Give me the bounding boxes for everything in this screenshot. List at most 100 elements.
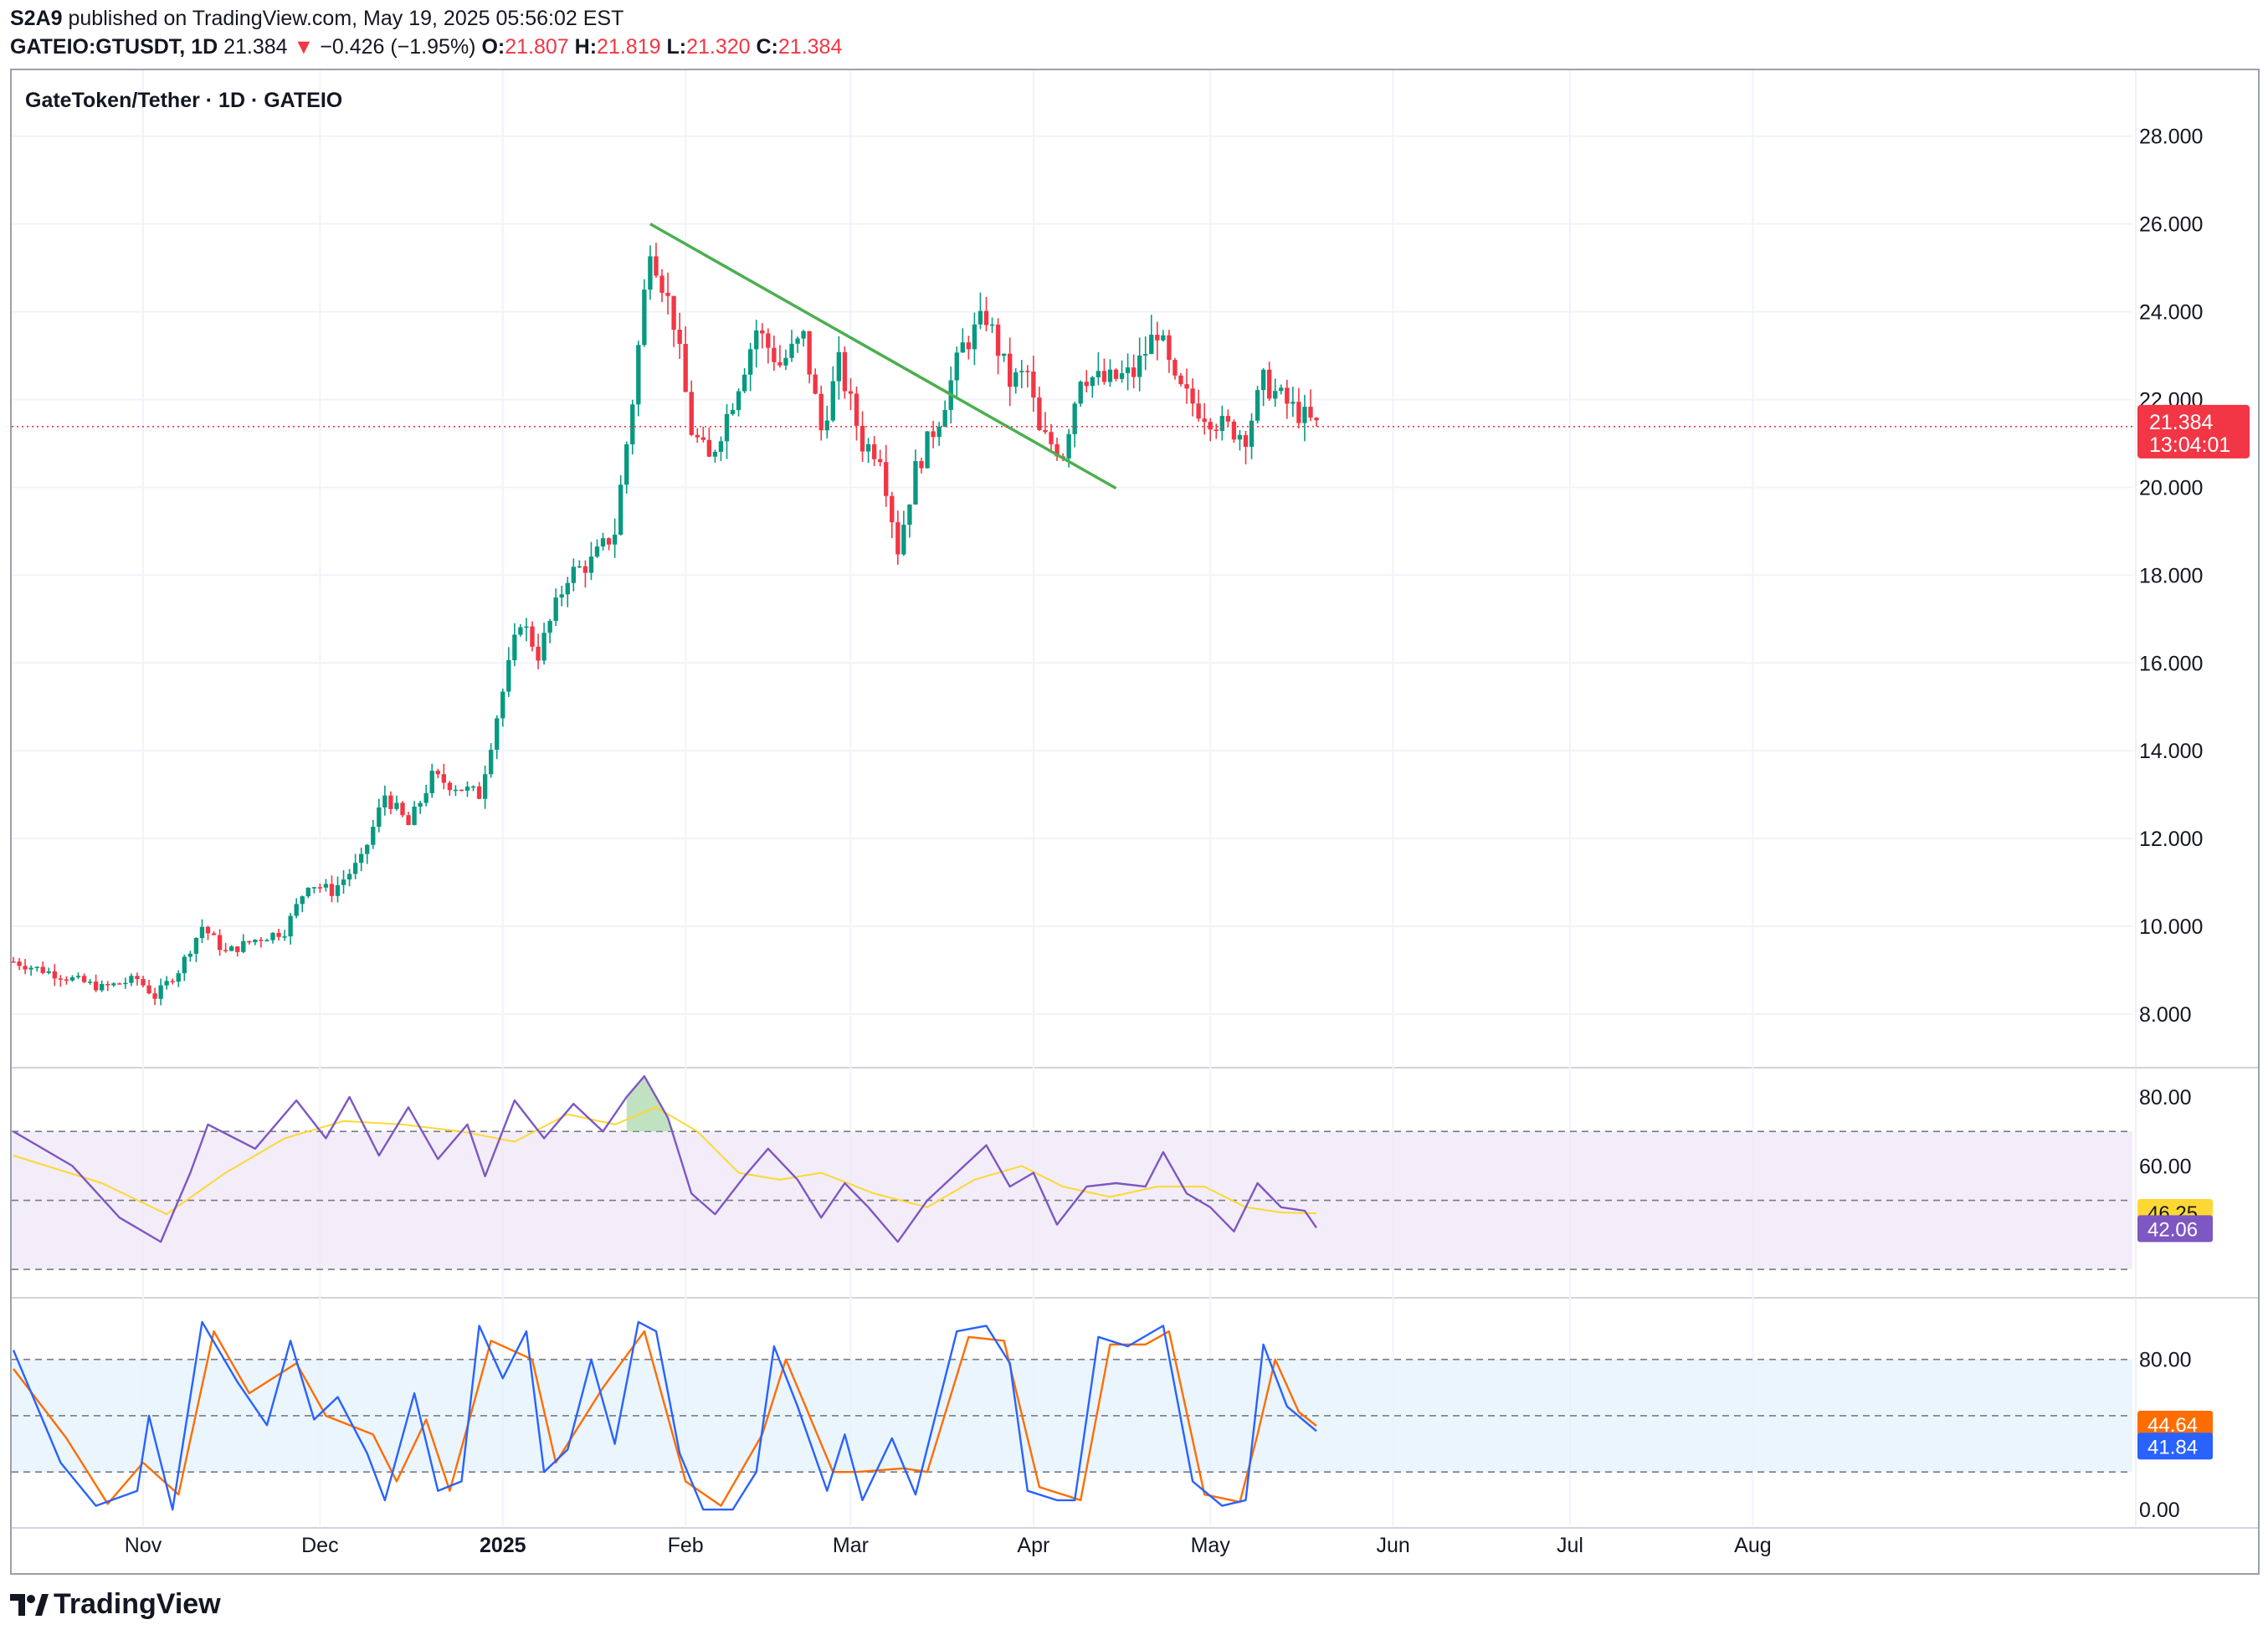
candle-body xyxy=(942,409,947,427)
candle xyxy=(807,331,812,384)
tradingview-logo[interactable]: TradingView xyxy=(10,1588,221,1621)
candle-body xyxy=(884,462,889,496)
candle-body xyxy=(217,935,223,951)
candle-body xyxy=(1314,418,1319,421)
candle-body xyxy=(801,331,806,339)
candle-body xyxy=(164,981,169,986)
candle-body xyxy=(435,771,440,775)
candle xyxy=(223,942,228,953)
candle-body xyxy=(64,979,69,982)
candle xyxy=(1049,423,1054,452)
candle xyxy=(642,279,647,347)
candle-body xyxy=(518,627,523,635)
candle-body xyxy=(659,275,664,293)
candle xyxy=(141,976,146,988)
candle xyxy=(512,623,517,667)
close-label: C: xyxy=(756,35,778,59)
candle-body xyxy=(1208,422,1213,430)
open-value: 21.807 xyxy=(505,35,569,59)
candle-body xyxy=(1013,372,1019,387)
candle xyxy=(1249,413,1255,459)
candle-body xyxy=(1049,432,1054,444)
x-tick-label: Nov xyxy=(125,1534,162,1557)
candle-body xyxy=(724,413,730,442)
candle-body xyxy=(1249,420,1255,448)
candle-body xyxy=(476,786,482,799)
candle xyxy=(447,781,453,796)
candle xyxy=(135,972,140,986)
candle xyxy=(741,367,747,393)
price-tick-label: 10.000 xyxy=(2139,915,2203,939)
candle-body xyxy=(1255,390,1260,421)
candle-body xyxy=(170,981,175,982)
candle-body xyxy=(23,966,28,970)
candle-body xyxy=(176,973,181,982)
candle-body xyxy=(1308,407,1313,418)
candle xyxy=(288,912,293,945)
candle xyxy=(506,647,511,697)
candle xyxy=(925,431,930,469)
candle xyxy=(1072,401,1077,448)
candle xyxy=(724,404,730,459)
candle xyxy=(176,970,181,987)
candle-body xyxy=(323,884,329,888)
candle-body xyxy=(300,896,305,905)
candle xyxy=(1155,321,1160,361)
candle xyxy=(359,848,364,872)
candle-body xyxy=(977,310,983,325)
candle-body xyxy=(1137,355,1142,377)
candle xyxy=(199,919,205,944)
candle xyxy=(783,349,788,371)
candle-body xyxy=(453,789,459,792)
candle-body xyxy=(1001,353,1007,356)
candle-body xyxy=(1037,397,1042,430)
candle xyxy=(323,879,329,892)
candle-body xyxy=(317,887,323,889)
candle xyxy=(1314,417,1319,427)
candle-body xyxy=(388,795,393,809)
candle xyxy=(429,763,434,798)
stoch-tick-label: 80.00 xyxy=(2139,1349,2192,1372)
candle xyxy=(813,368,818,395)
candle xyxy=(382,785,387,816)
candle-body xyxy=(1066,433,1071,459)
candle-body xyxy=(795,338,800,344)
candle-body xyxy=(1178,375,1183,385)
candle-body xyxy=(406,815,411,825)
candle-body xyxy=(1090,377,1095,387)
candle-body xyxy=(594,546,600,557)
candle-body xyxy=(754,330,759,350)
trendline xyxy=(649,223,1117,490)
candle xyxy=(276,928,281,941)
candle-body xyxy=(241,941,246,952)
candle-body xyxy=(1025,371,1030,372)
candle-body xyxy=(901,525,906,555)
candle xyxy=(1031,356,1036,413)
candle xyxy=(1131,354,1137,389)
chart-frame[interactable] xyxy=(10,69,2260,1575)
candle-body xyxy=(141,979,146,986)
candle xyxy=(52,964,57,987)
price-tick-label: 24.000 xyxy=(2139,301,2203,325)
x-tick-label: May xyxy=(1191,1534,1231,1557)
candle xyxy=(441,763,446,790)
candle xyxy=(907,504,912,538)
candle-body xyxy=(960,342,965,353)
rsi-badge xyxy=(2137,1215,2213,1243)
candle-body xyxy=(972,324,977,350)
candle xyxy=(854,386,859,441)
candle xyxy=(87,978,93,985)
candle xyxy=(571,558,576,592)
candle xyxy=(547,618,552,643)
candle-body xyxy=(936,426,942,438)
candle xyxy=(689,380,694,437)
candle xyxy=(818,385,824,441)
candle xyxy=(329,875,335,903)
candle-body xyxy=(276,932,281,937)
candle-body xyxy=(1214,429,1219,432)
candle-body xyxy=(187,953,193,957)
candle xyxy=(235,946,240,957)
candle-body xyxy=(500,691,505,719)
candle xyxy=(594,539,600,558)
